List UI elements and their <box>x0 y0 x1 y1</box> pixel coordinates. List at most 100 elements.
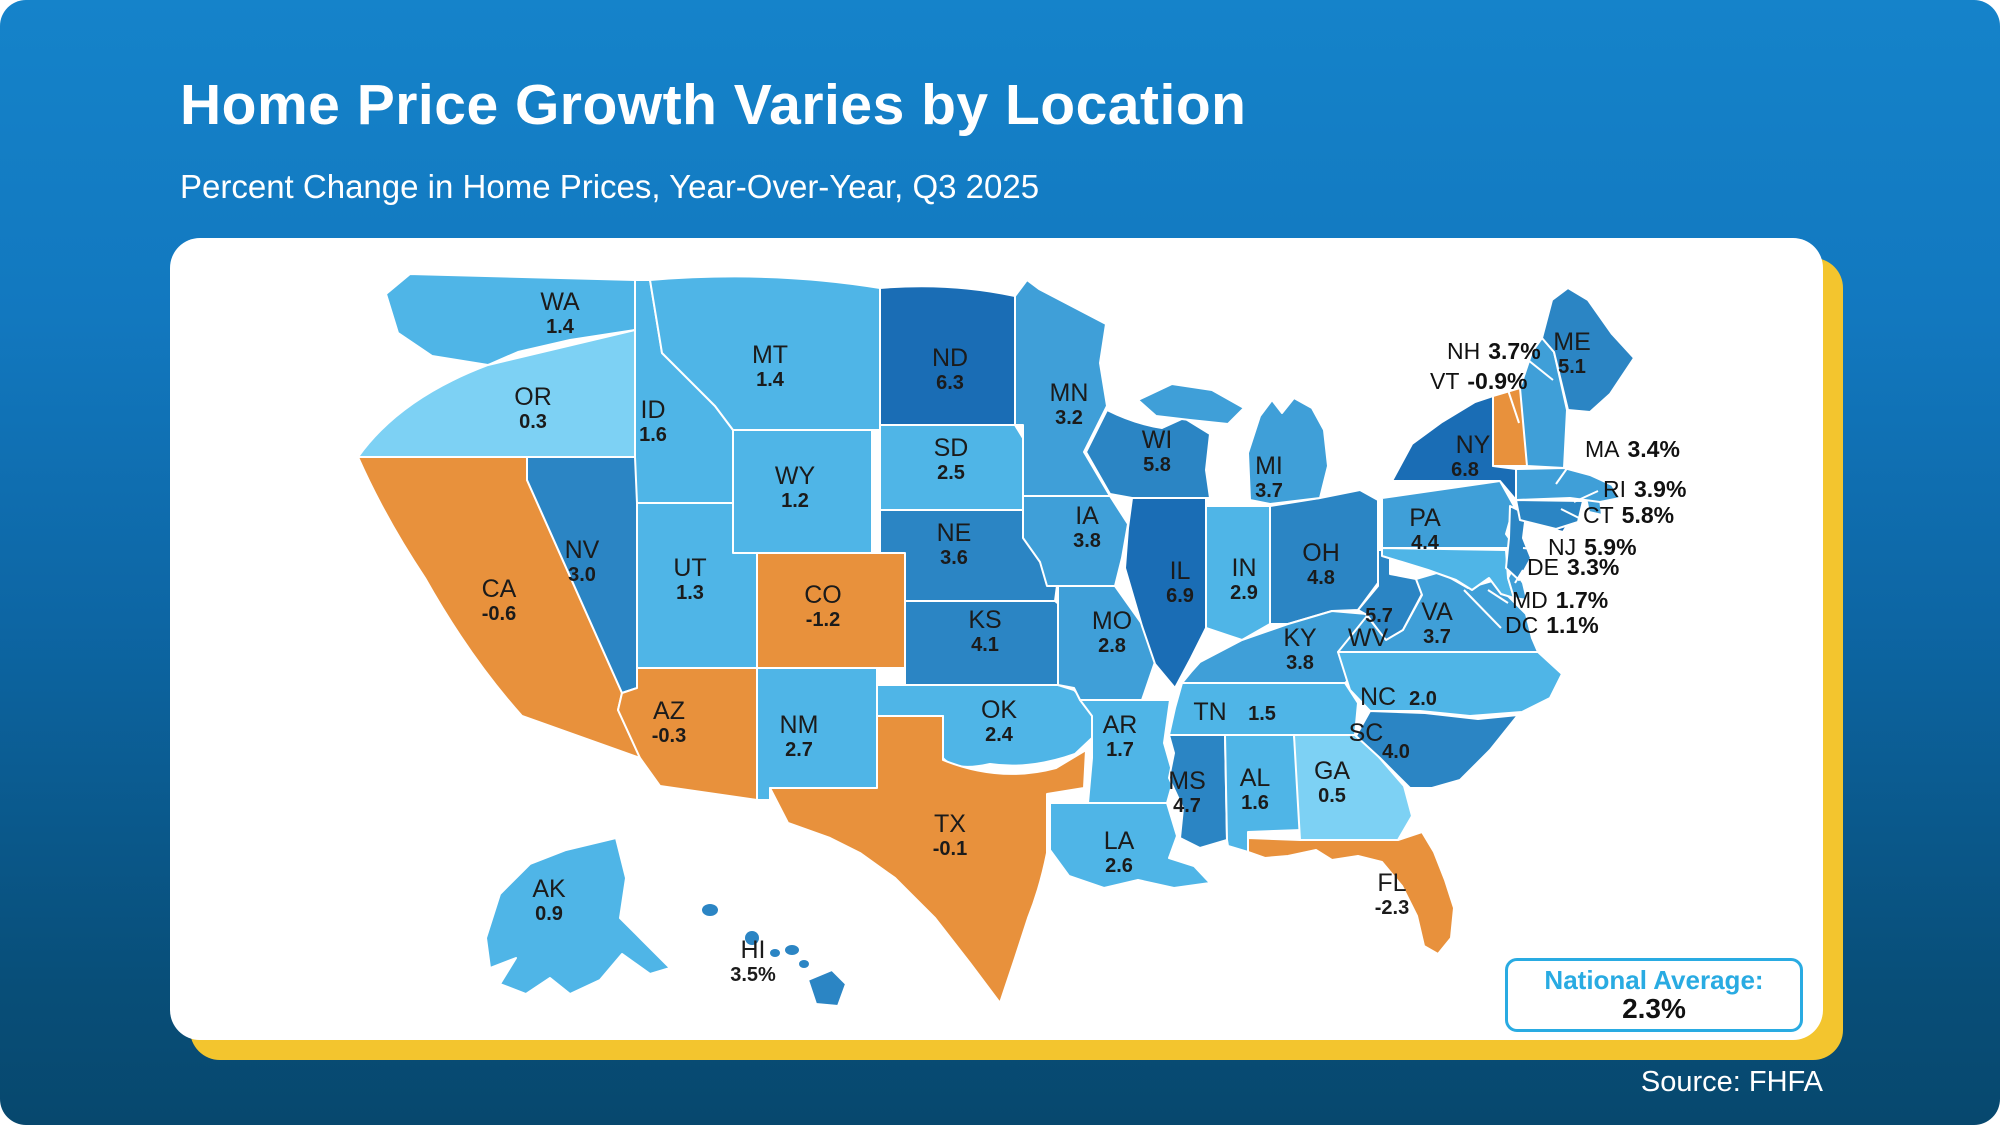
state-md <box>1381 547 1515 599</box>
state-ak <box>485 837 671 995</box>
state-me <box>1541 287 1635 413</box>
source-attribution: Source: FHFA <box>1640 1066 1823 1098</box>
state-de <box>1507 567 1528 601</box>
label-wa: WA <box>540 288 580 316</box>
label-ar: AR <box>1103 711 1138 739</box>
label-va: VA <box>1421 598 1453 626</box>
callout-ct: CT 5.8% <box>1583 502 1674 528</box>
svg-text:2.5: 2.5 <box>937 462 965 484</box>
label-ks: KS <box>968 606 1001 634</box>
state-ca <box>357 456 641 759</box>
state-labels: WA1.4 OR0.3 CA-0.6 NV3.0 ID1.6 MT1.4 WY1… <box>482 288 1591 986</box>
label-in: IN <box>1232 554 1257 582</box>
svg-text:6.3: 6.3 <box>936 372 964 394</box>
label-sd: SD <box>934 434 969 462</box>
state-pa <box>1381 480 1517 549</box>
page-title: Home Price Growth Varies by Location <box>180 73 1247 137</box>
svg-text:4.0: 4.0 <box>1382 741 1410 763</box>
label-nd: ND <box>932 344 968 372</box>
svg-text:-0.3: -0.3 <box>652 725 686 747</box>
svg-text:4.8: 4.8 <box>1307 567 1335 589</box>
callout-md: MD 1.7% <box>1512 587 1608 613</box>
svg-text:3.5%: 3.5% <box>730 964 776 986</box>
label-mn: MN <box>1050 379 1089 407</box>
svg-text:1.6: 1.6 <box>1241 792 1269 814</box>
state-mi-lower <box>1247 397 1329 505</box>
callout-nh: NH 3.7% <box>1447 338 1541 364</box>
label-ms: MS <box>1168 767 1206 795</box>
svg-text:6.8: 6.8 <box>1451 459 1479 481</box>
svg-text:1.3: 1.3 <box>676 582 704 604</box>
state-sc <box>1355 710 1519 789</box>
page-subtitle: Percent Change in Home Prices, Year-Over… <box>180 168 1040 205</box>
svg-text:0.5: 0.5 <box>1318 785 1346 807</box>
national-average-box: National Average: 2.3% <box>1505 958 1803 1032</box>
label-tn: TN <box>1193 698 1226 726</box>
svg-text:1.4: 1.4 <box>546 316 575 338</box>
svg-text:-0.6: -0.6 <box>482 603 516 625</box>
svg-text:2.0: 2.0 <box>1409 688 1437 710</box>
label-il: IL <box>1170 557 1191 585</box>
label-ia: IA <box>1075 502 1099 530</box>
label-fl: FL <box>1377 869 1406 897</box>
label-ny: NY <box>1456 431 1491 459</box>
label-ca: CA <box>482 575 517 603</box>
label-mt: MT <box>752 341 788 369</box>
callout-de: DE 3.3% <box>1527 554 1619 580</box>
label-nm: NM <box>780 711 819 739</box>
svg-text:-2.3: -2.3 <box>1375 897 1409 919</box>
callout-nj: NJ 5.9% <box>1548 534 1637 560</box>
label-id: ID <box>641 396 666 424</box>
svg-text:3.6: 3.6 <box>940 547 968 569</box>
callout-leader-lines <box>1463 351 1599 629</box>
label-pa: PA <box>1409 504 1441 532</box>
svg-text:3.7: 3.7 <box>1255 480 1283 502</box>
label-az: AZ <box>653 697 685 725</box>
state-la <box>1049 802 1211 889</box>
label-wv: WV <box>1348 624 1389 652</box>
svg-text:3.7: 3.7 <box>1423 626 1451 648</box>
svg-text:2.7: 2.7 <box>785 739 813 761</box>
state-in <box>1205 505 1271 641</box>
national-average-label: National Average: <box>1544 965 1764 995</box>
svg-text:-0.1: -0.1 <box>933 838 967 860</box>
state-tx <box>769 715 1087 1004</box>
label-ky: KY <box>1283 624 1317 652</box>
label-nv: NV <box>565 536 600 564</box>
svg-text:0.9: 0.9 <box>535 903 563 925</box>
label-wv-value: 5.7 <box>1365 605 1393 627</box>
svg-text:2.6: 2.6 <box>1105 855 1133 877</box>
svg-text:4.7: 4.7 <box>1173 795 1201 817</box>
state-mi-upper <box>1137 383 1245 425</box>
svg-text:5.1: 5.1 <box>1558 356 1586 378</box>
svg-text:2.9: 2.9 <box>1230 582 1258 604</box>
svg-text:6.9: 6.9 <box>1166 585 1194 607</box>
svg-text:4.1: 4.1 <box>971 634 999 656</box>
national-average-value: 2.3% <box>1622 993 1686 1024</box>
svg-text:0.3: 0.3 <box>519 411 547 433</box>
state-wa <box>385 273 636 366</box>
svg-text:5.8: 5.8 <box>1143 454 1171 476</box>
state-hi-islands <box>702 904 847 1007</box>
label-wy: WY <box>775 462 816 490</box>
callout-ma: MA 3.4% <box>1585 436 1680 462</box>
callout-labels: NH 3.7% VT -0.9% MA 3.4% RI 3.9% CT 5.8% NJ 5.… <box>1430 338 1686 638</box>
svg-text:1.7: 1.7 <box>1106 739 1134 761</box>
svg-text:3.8: 3.8 <box>1073 530 1101 552</box>
state-fl <box>1247 831 1455 955</box>
svg-text:1.4: 1.4 <box>756 369 785 391</box>
svg-text:1.2: 1.2 <box>781 490 809 512</box>
svg-text:3.8: 3.8 <box>1286 652 1314 674</box>
label-or: OR <box>514 383 552 411</box>
label-wi: WI <box>1142 426 1173 454</box>
label-al: AL <box>1240 764 1271 792</box>
label-hi: HI <box>741 936 766 964</box>
label-nc: NC <box>1360 683 1396 711</box>
label-tx: TX <box>934 810 966 838</box>
label-mi: MI <box>1255 452 1283 480</box>
label-sc: SC <box>1349 719 1384 747</box>
label-co: CO <box>804 581 842 609</box>
callout-ri: RI 3.9% <box>1603 476 1686 502</box>
label-la: LA <box>1104 827 1135 855</box>
label-ak: AK <box>532 875 566 903</box>
